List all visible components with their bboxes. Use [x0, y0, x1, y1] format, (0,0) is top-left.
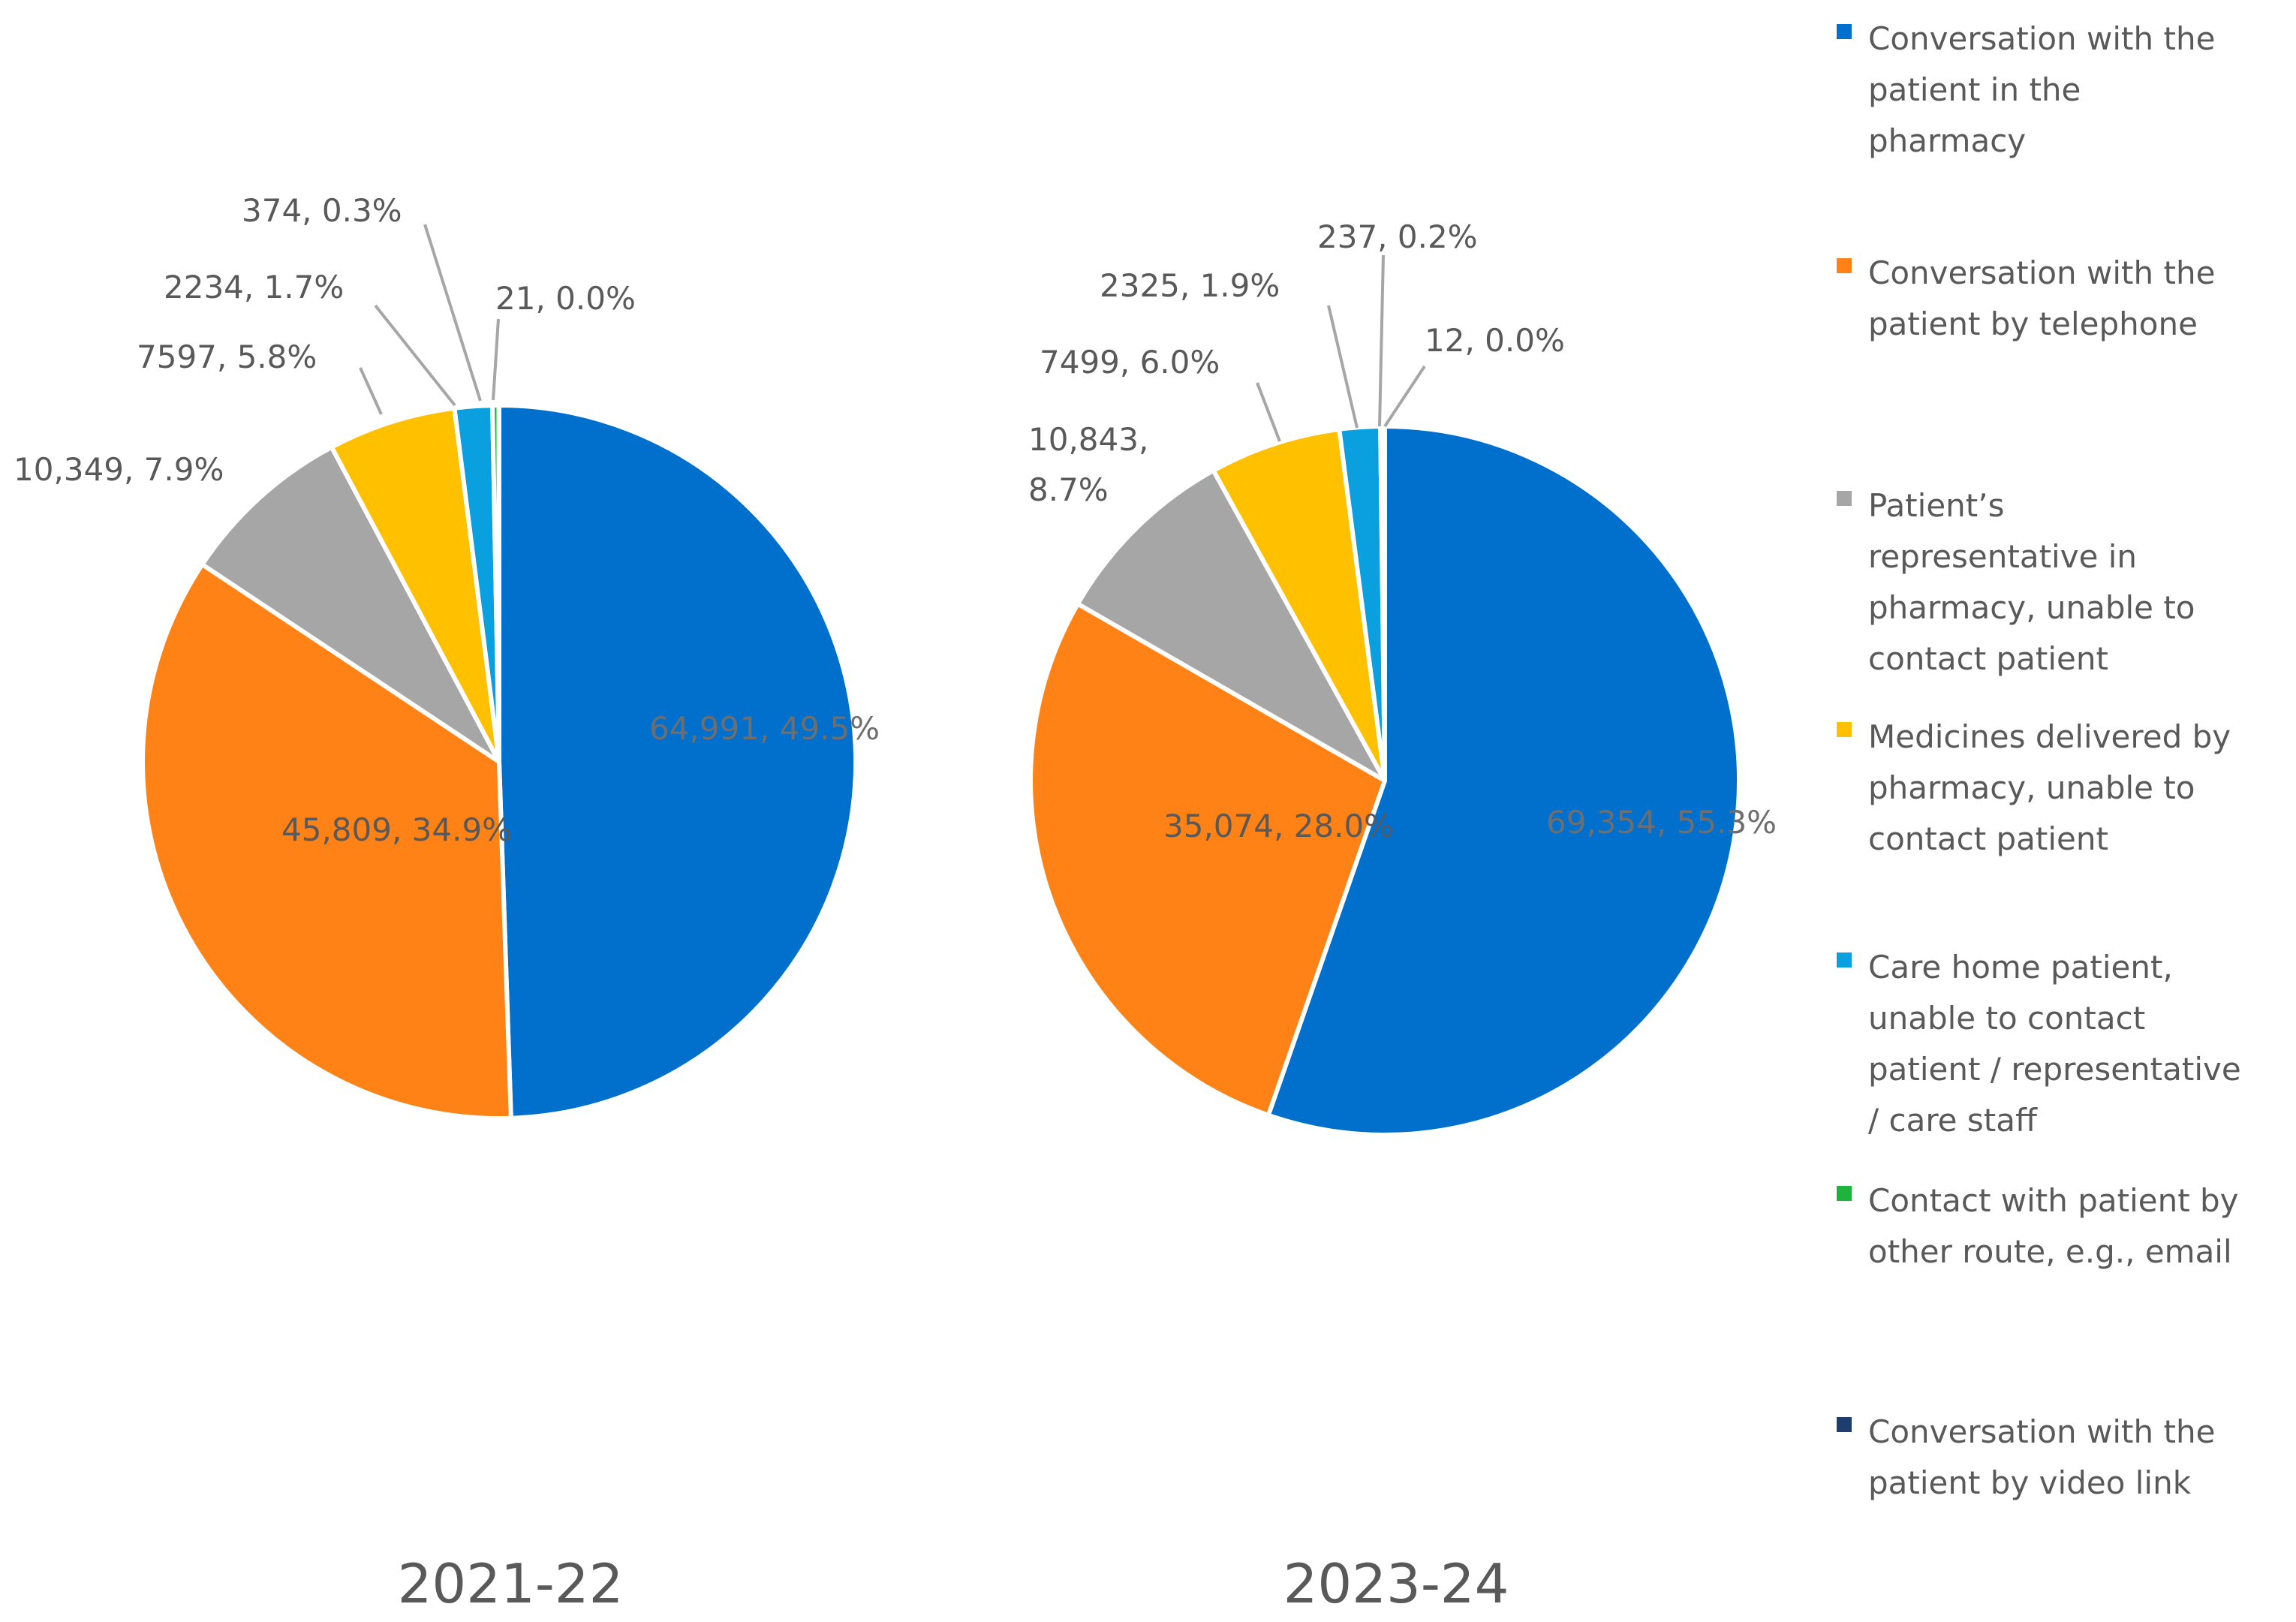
slice-data-label: 64,991, 49.5%: [649, 710, 880, 747]
leader-line: [1380, 255, 1383, 426]
slice-data-label: 7597, 5.8%: [137, 339, 317, 375]
slice-data-label: 21, 0.0%: [495, 280, 636, 317]
slice-data-label: 2234, 1.7%: [164, 269, 344, 305]
legend-swatch: [1837, 722, 1852, 737]
slice-data-label: 35,074, 28.0%: [1163, 808, 1394, 844]
pie-slice: [499, 405, 856, 1118]
slice-data-label: 10,349, 7.9%: [14, 451, 224, 488]
slice-data-label: 2325, 1.9%: [1100, 267, 1280, 304]
legend-swatch: [1837, 1417, 1852, 1432]
pie-chart-2021-22: 64,991, 49.5% 45,809, 34.9% 10,349, 7.9% 75…: [14, 192, 880, 1615]
leader-line: [425, 224, 480, 401]
pie-title: 2021-22: [398, 1552, 624, 1615]
legend-swatch: [1837, 1186, 1852, 1201]
legend-swatch: [1837, 491, 1852, 506]
slice-data-label: 69,354, 55.3%: [1546, 804, 1777, 841]
slice-data-label: 7499, 6.0%: [1040, 344, 1220, 381]
slice-data-label: 12, 0.0%: [1425, 322, 1565, 359]
slice-data-label: 45,809, 34.9%: [281, 811, 512, 848]
leader-line: [1385, 366, 1425, 426]
slice-data-label: 237, 0.2%: [1317, 218, 1478, 255]
leader-line: [1257, 383, 1280, 441]
pie-chart-2023-24: 69,354, 55.3% 35,074, 28.0% 10,843, 8.7% 749…: [1028, 218, 1777, 1615]
leader-line: [493, 319, 498, 400]
pie-title: 2023-24: [1283, 1552, 1509, 1615]
slice-data-label: 10,843,: [1028, 421, 1148, 458]
leader-line: [1329, 305, 1357, 428]
legend-swatch: [1837, 952, 1852, 967]
legend-swatch: [1837, 24, 1852, 39]
slice-data-label: 374, 0.3%: [242, 192, 402, 229]
legend-swatch: [1837, 258, 1852, 273]
slice-data-label: 8.7%: [1028, 471, 1109, 508]
leader-line: [360, 368, 381, 414]
leader-line: [375, 305, 455, 405]
